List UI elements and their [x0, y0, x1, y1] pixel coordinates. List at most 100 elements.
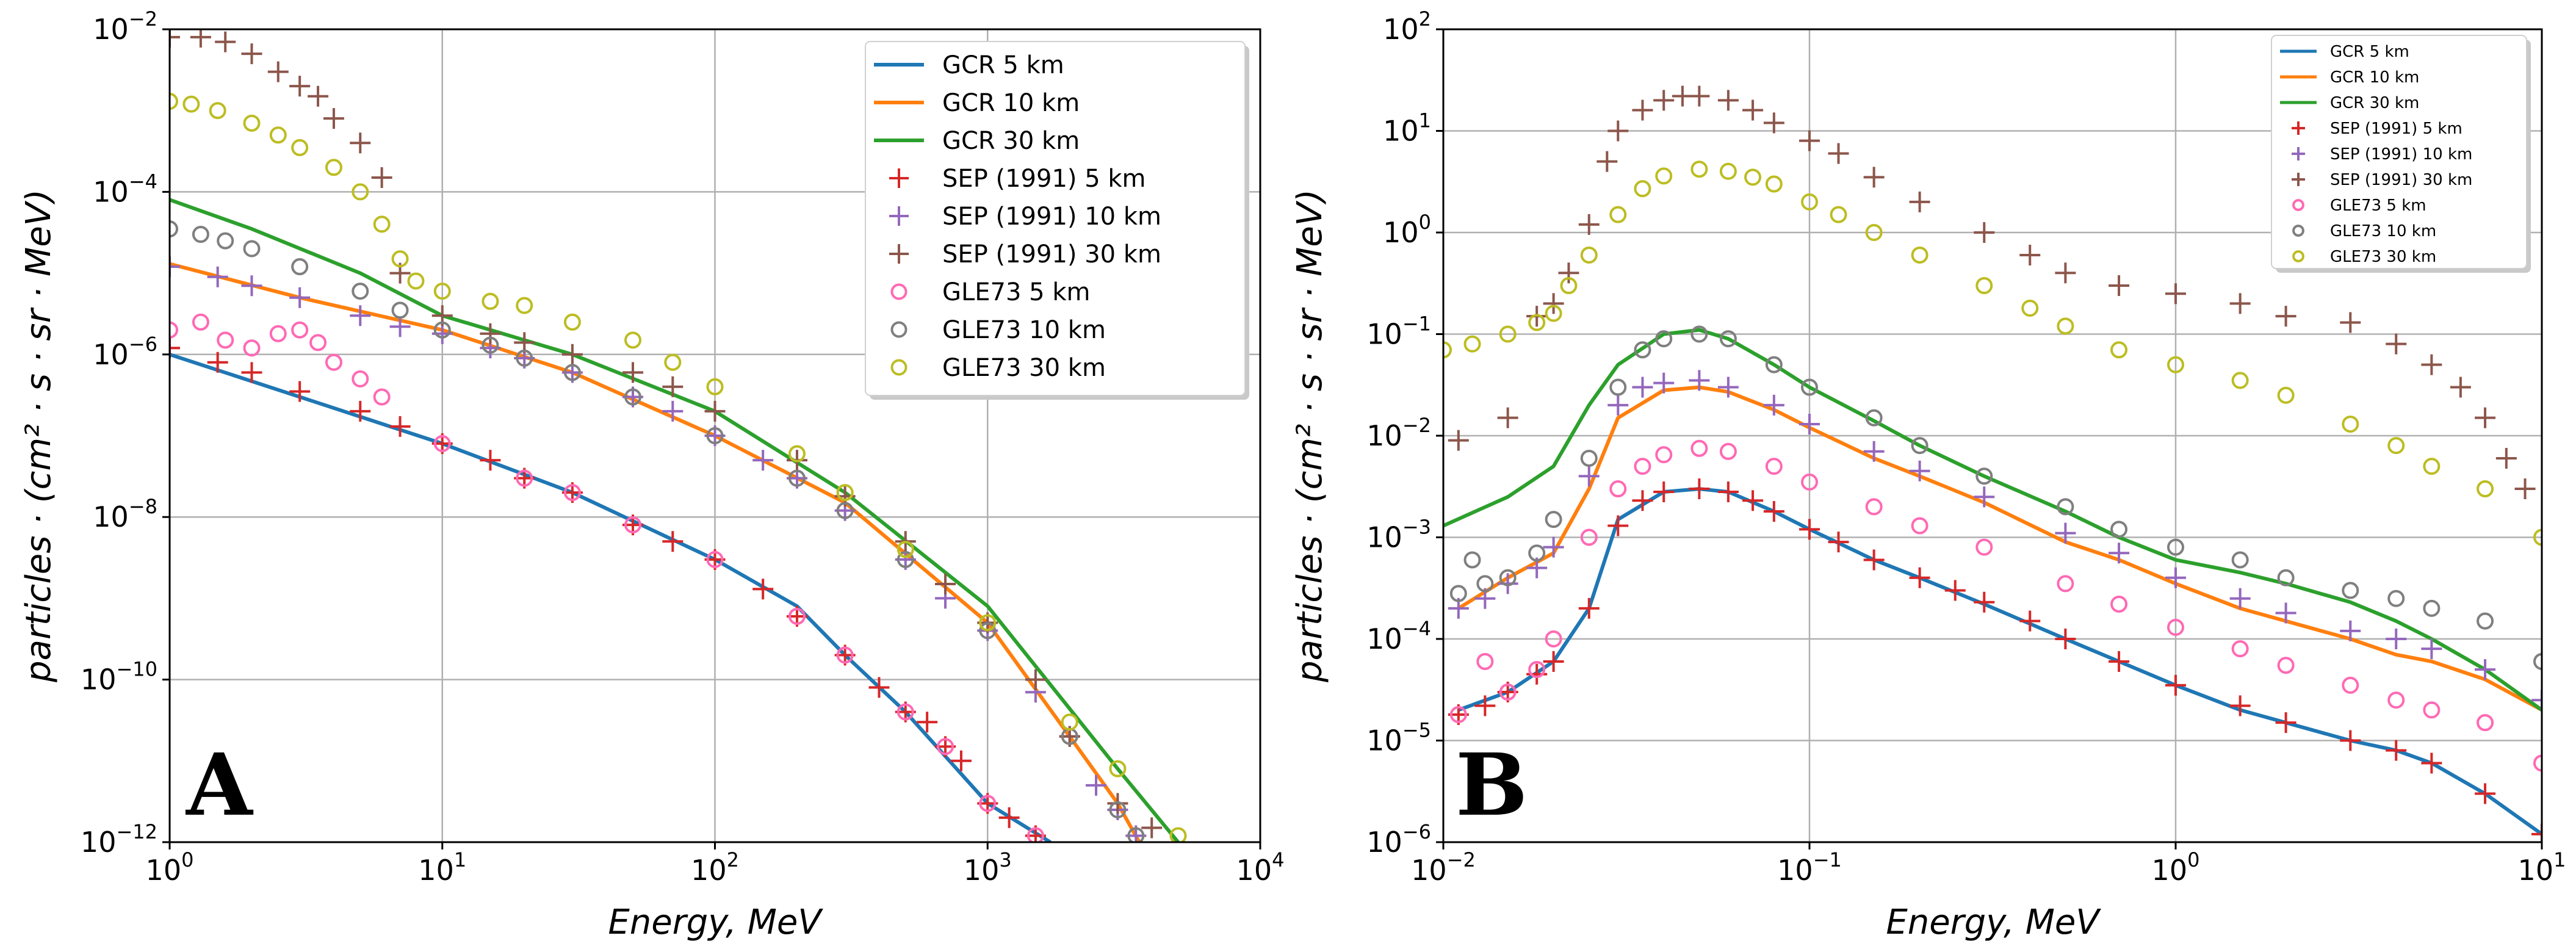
panel-b-legend-sep-1991-5-km-label: SEP (1991) 5 km	[2330, 120, 2462, 138]
panel-b-gle73-5-km-point	[1499, 683, 1517, 701]
panel-b-sep-1991-30-km-point	[2340, 312, 2361, 333]
panel-a-gle73-30-km-point	[391, 250, 409, 268]
panel-a-gle73-30-km-point	[170, 93, 178, 110]
panel-a-gle73-10-km-point	[836, 502, 854, 519]
panel-b-gle73-10-km-point	[2110, 521, 2128, 538]
panel-a-gle73-30-km-point	[433, 283, 451, 300]
panel-b-legend-gle73-10-km-label: GLE73 10 km	[2330, 222, 2436, 240]
panel-a-ytick-label: 10−8	[93, 495, 157, 533]
panel-a-sep-1991-30-km-point	[289, 76, 311, 97]
panel-b-gle73-10-km-point	[1690, 325, 1708, 343]
panel-a-gle73-5-km-point	[516, 469, 533, 487]
panel-a-gle73-30-km-point	[482, 292, 499, 310]
panel-a-legend: GCR 5 km GCR 10 km GCR 30 km SEP (1991) 5 k…	[865, 41, 1249, 400]
panel-a-gle73-10-km-point	[788, 469, 806, 487]
panel-b-sep-1991-10-km-point	[1632, 377, 1653, 398]
panel-a-legend-gle73-5-km-label: GLE73 5 km	[942, 278, 1090, 306]
panel-b-gle73-30-km-point	[1528, 314, 1546, 331]
panel-b-sep-1991-5-km-point	[2475, 783, 2496, 804]
panel-b-gle73-5-km-point	[2231, 640, 2249, 658]
panel-a: 100 101 102 103 104 10−12 10−10 10−8 10−6 10−4 10−…	[19, 7, 1284, 942]
panel-b-sep-1991-10-km-point	[1689, 370, 1710, 391]
panel-a-gle73-30-km-point	[664, 353, 682, 371]
panel-b-sep-1991-10-km-point	[2475, 659, 2496, 680]
panel-b-sep-1991-30-km-series	[1448, 85, 2536, 500]
panel-b-legend-sep-1991-10-km-swatch	[2292, 147, 2305, 160]
panel-b-sep-1991-10-km-point	[2109, 543, 2130, 564]
panel-b-sep-1991-5-km-point	[1974, 591, 1995, 613]
panel-b-gle73-5-km-point	[1545, 630, 1562, 647]
panel-a-xtick-label: 104	[1236, 848, 1285, 887]
panel-b-gle73-10-km-series	[1449, 325, 2542, 670]
panel-b-sep-1991-30-km-point	[1763, 112, 1784, 134]
panel-b-sep-1991-5-km-point	[1944, 580, 1966, 601]
panel-b-gle73-10-km-point	[1580, 449, 1598, 467]
panel-b-gle73-30-km-point	[1609, 206, 1627, 223]
panel-b-ytick-label: 100	[1383, 211, 1431, 249]
panel-a-sep-1991-5-km-point	[950, 750, 972, 771]
panel-b-gle73-10-km-point	[1801, 378, 1818, 396]
panel-b-legend-gcr-5-km-label: GCR 5 km	[2330, 43, 2409, 61]
panel-a-gle73-5-km-point	[170, 321, 178, 339]
panel-b-sep-1991-5-km-point	[1763, 500, 1784, 522]
panel-a-legend-gcr-30-km-label: GCR 30 km	[942, 127, 1080, 155]
panel-b-gle73-5-km-point	[1634, 458, 1651, 475]
panel-b-gle73-5-km-point	[1801, 473, 1818, 491]
panel-b-gle73-5-km-point	[2533, 754, 2542, 772]
panel-a-sep-1991-5-km-series	[170, 337, 1046, 842]
panel-b-sep-1991-5-km-point	[1632, 490, 1653, 511]
panel-b-ytick-label: 10−1	[1366, 312, 1431, 351]
panel-b-sep-1991-10-km-point	[2229, 588, 2251, 609]
panel-a-markers	[170, 29, 1187, 842]
panel-b-sep-1991-5-km-point	[2531, 823, 2542, 842]
panel-b-gle73-10-km-point	[2533, 652, 2542, 670]
panel-b-gle73-10-km-point	[1634, 341, 1651, 359]
panel-b-sep-1991-5-km-point	[1828, 532, 1849, 553]
panel-a-sep-1991-5-km-point	[170, 337, 180, 359]
panel-b-legend-sep-1991-30-km-label: SEP (1991) 30 km	[2330, 171, 2472, 189]
panel-a-sep-1991-10-km-point	[207, 266, 228, 287]
panel-b-sep-1991-10-km-point	[1497, 573, 1518, 594]
panel-b-sep-1991-5-km-point	[2229, 695, 2251, 716]
panel-b-gle73-5-km-point	[2110, 595, 2128, 613]
panel-b-gle73-30-km-point	[1911, 246, 1928, 264]
panel-b-gle73-30-km-point	[1719, 162, 1737, 180]
panel-a-sep-1991-30-km-point	[323, 108, 344, 129]
panel-a-sep-1991-30-km-point	[514, 332, 535, 353]
panel-b-sep-1991-10-km-point	[1863, 441, 1885, 462]
panel-b-gle73-30-km-point	[1744, 168, 1762, 186]
panel-b-gle73-10-km-point	[1655, 330, 1673, 348]
panel-a-sep-1991-5-km-point	[207, 352, 228, 373]
panel-b-sep-1991-5-km-point	[1689, 478, 1710, 500]
panel-b-ytick-label: 101	[1383, 109, 1431, 148]
panel-b-gle73-30-km-point	[2342, 416, 2359, 433]
panel-b-sep-1991-30-km-point	[1558, 262, 1579, 284]
panel-b-gle73-30-km-point	[2231, 372, 2249, 389]
panel-b-legend-sep-1991-5-km-swatch	[2292, 121, 2305, 135]
panel-a-gle73-5-km-point	[269, 325, 287, 342]
panel-b-sep-1991-5-km-point	[2055, 629, 2076, 649]
panel-b-legend-gle73-30-km-swatch	[2292, 250, 2304, 262]
panel-b-sep-1991-30-km-point	[2055, 262, 2076, 284]
panel-a-sep-1991-10-km-point	[1086, 774, 1107, 796]
panel-a-gle73-30-km-point	[407, 272, 425, 290]
panel-b-sep-1991-30-km-point	[1909, 191, 1930, 212]
panel-b-sep-1991-30-km-point	[2229, 293, 2251, 314]
panel-b-gle73-10-km-point	[2423, 599, 2441, 617]
panel-a-legend-gle73-10-km-label: GLE73 10 km	[942, 316, 1106, 344]
panel-a-gle73-10-km-point	[352, 283, 369, 300]
panel-b-sep-1991-5-km-point	[2109, 651, 2130, 672]
panel-a-letter: A	[185, 735, 254, 835]
panel-b-sep-1991-30-km-point	[1607, 120, 1629, 142]
panel-b-sep-1991-10-km-point	[2275, 602, 2296, 624]
panel-b-gle73-10-km-point	[2057, 498, 2074, 516]
panel-b-gle73-30-km-point	[2387, 437, 2405, 455]
panel-b-sep-1991-10-km-point	[1799, 414, 1820, 435]
panel-a-sep-1991-30-km-point	[308, 85, 329, 107]
panel-b-gle73-10-km-point	[1865, 409, 1883, 427]
panel-a-sep-1991-30-km-point	[267, 61, 289, 82]
panel-b-sep-1991-5-km-point	[2340, 730, 2361, 751]
panel-b-gle73-5-km-point	[2423, 701, 2441, 719]
panel-a-xtick-label: 102	[691, 848, 739, 887]
